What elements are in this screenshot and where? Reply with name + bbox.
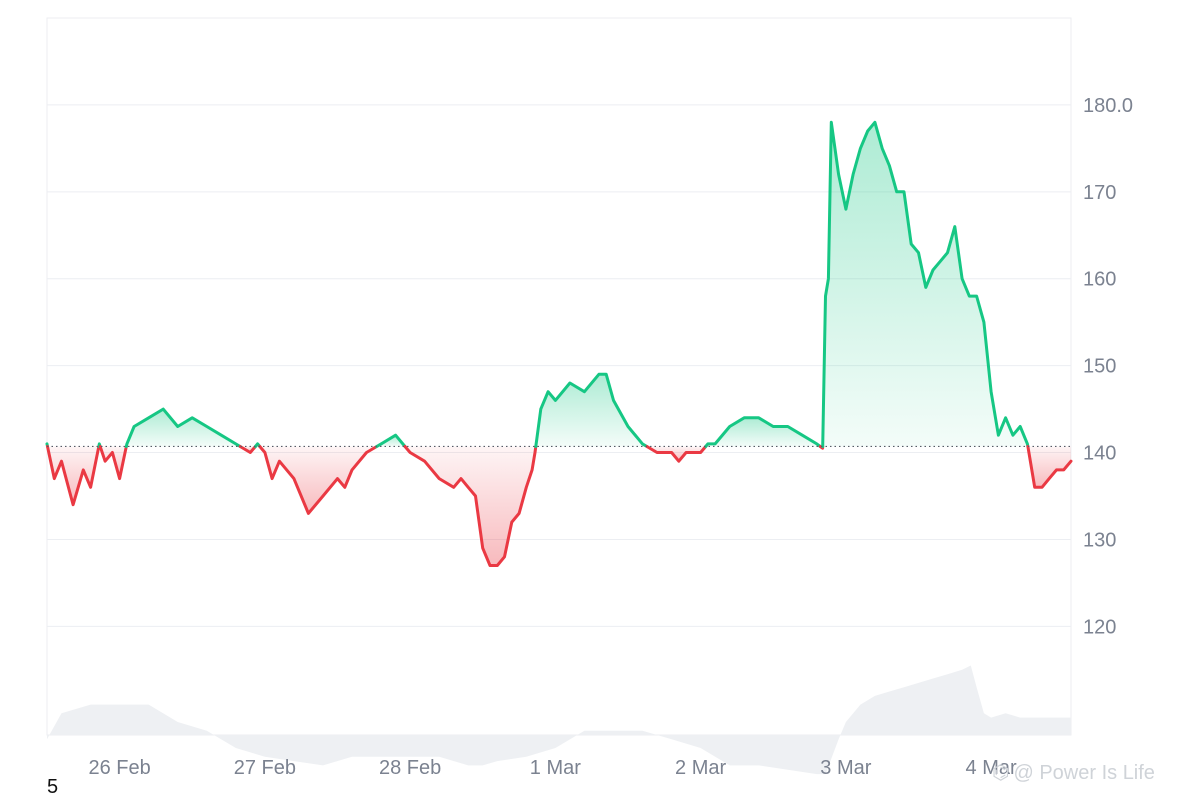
loss-line-segment bbox=[238, 445, 257, 454]
volume-shape bbox=[47, 665, 1071, 775]
y-tick-label: 120 bbox=[1083, 616, 1116, 638]
y-axis-ticks: 120 130 140 150 160 170 180.0 bbox=[1083, 95, 1133, 638]
page-number: 5 bbox=[47, 776, 59, 798]
gain-line-segment bbox=[821, 120, 1030, 448]
x-tick-label: 2 Mar bbox=[675, 757, 726, 779]
y-tick-label: 140 bbox=[1083, 443, 1116, 465]
watermark: ⌬ @ Power Is Life bbox=[992, 760, 1155, 785]
x-tick-label: 3 Mar bbox=[820, 757, 871, 779]
gain-fill bbox=[822, 122, 1028, 447]
gain-line-segment bbox=[534, 372, 649, 448]
y-tick-label: 150 bbox=[1083, 356, 1116, 378]
loss-line-segment bbox=[403, 445, 538, 567]
x-tick-label: 1 Mar bbox=[530, 757, 581, 779]
gain-line-segment bbox=[375, 433, 407, 448]
x-tick-label: 4 Mar bbox=[966, 757, 1017, 779]
gain-line-segment bbox=[124, 407, 242, 448]
y-tick-label: 130 bbox=[1083, 529, 1116, 551]
x-tick-label: 27 Feb bbox=[234, 757, 296, 779]
loss-fill bbox=[1027, 446, 1071, 488]
y-tick-label: 160 bbox=[1083, 269, 1116, 291]
gain-line-segment bbox=[704, 416, 822, 448]
loss-line-segment bbox=[258, 445, 379, 515]
loss-line-segment bbox=[98, 445, 128, 481]
gain-fill bbox=[126, 409, 241, 447]
loss-line-segment bbox=[46, 445, 101, 507]
link-icon: ⌬ bbox=[992, 762, 1010, 784]
y-tick-label: 170 bbox=[1083, 182, 1116, 204]
volume-area bbox=[47, 665, 1071, 775]
x-tick-label: 28 Feb bbox=[379, 757, 441, 779]
loss-fill bbox=[646, 446, 706, 462]
loss-fill bbox=[259, 446, 377, 514]
loss-line-segment bbox=[1026, 445, 1073, 489]
loss-line-segment bbox=[645, 445, 708, 463]
x-tick-label: 26 Feb bbox=[88, 757, 150, 779]
x-axis-ticks: 26 Feb 27 Feb 28 Feb 1 Mar 2 Mar 3 Mar 4 Mar bbox=[88, 757, 1017, 779]
watermark-text: @ Power Is Life bbox=[1013, 762, 1155, 784]
price-line bbox=[45, 120, 1073, 567]
y-tick-label: 180.0 bbox=[1083, 95, 1133, 117]
